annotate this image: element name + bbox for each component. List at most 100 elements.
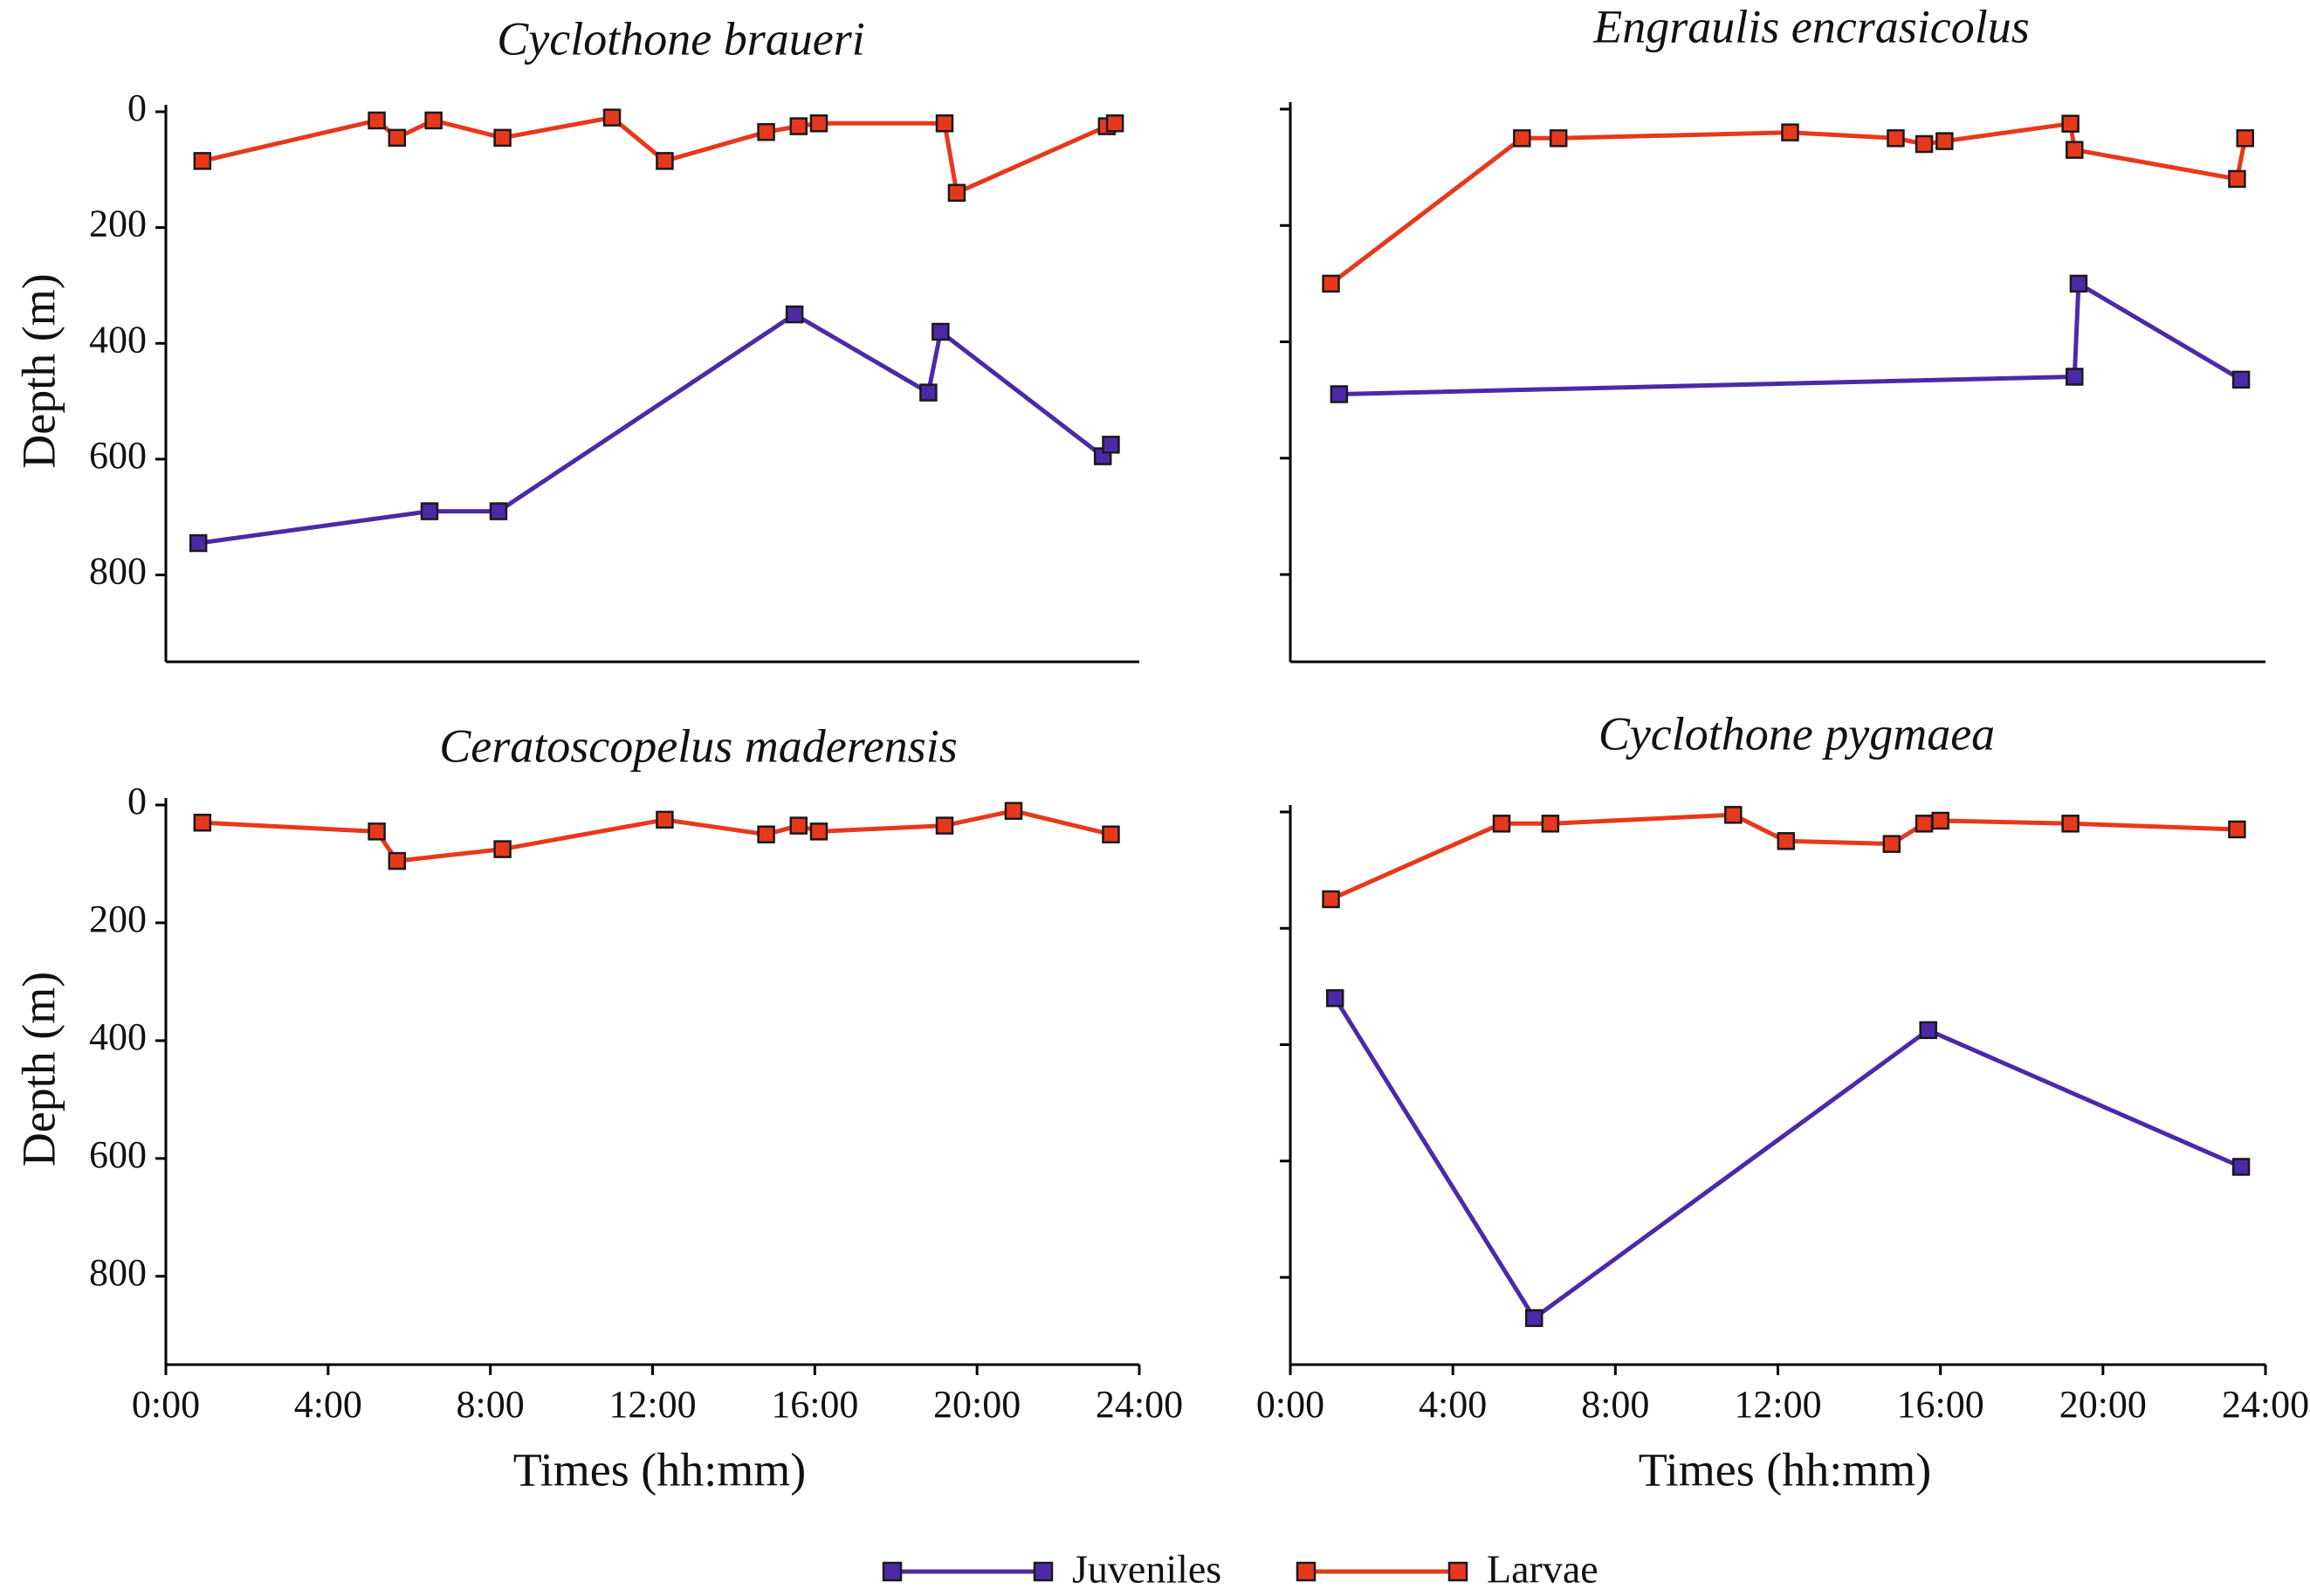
data-point-larvae — [1513, 129, 1531, 148]
series-juveniles — [1325, 988, 2251, 1327]
data-point-larvae — [1322, 274, 1340, 293]
data-point-larvae — [789, 117, 808, 135]
panel-title: Cyclothone braueri — [497, 12, 864, 65]
data-point-larvae — [1102, 825, 1120, 843]
data-point-larvae — [2228, 820, 2246, 839]
data-point-juveniles — [2231, 370, 2251, 389]
panel-title: Ceratoscopelus maderensis — [439, 719, 957, 772]
data-point-larvae — [493, 840, 512, 858]
data-point-larvae — [656, 810, 674, 829]
data-point-larvae — [1882, 835, 1901, 853]
data-point-larvae — [809, 822, 828, 841]
y-tick-label: 400 — [89, 318, 147, 361]
data-point-juveniles — [1102, 436, 1120, 454]
legend-marker — [1033, 1561, 1054, 1582]
data-point-larvae — [809, 114, 828, 133]
data-point-larvae — [193, 152, 212, 170]
data-point-larvae — [2061, 815, 2080, 833]
data-point-larvae — [1541, 815, 1560, 833]
data-point-larvae — [493, 128, 512, 148]
panel-1: Cyclothone braueri 0 200 400 600 800 Depth (m) — [12, 12, 1139, 664]
series-larvae — [193, 801, 1120, 870]
data-point-juveniles — [2069, 274, 2088, 293]
data-point-larvae — [1935, 132, 1954, 150]
data-point-larvae — [1781, 123, 1799, 141]
x-tick-label: 24:00 — [2222, 1383, 2309, 1426]
x-tick-label: 16:00 — [1897, 1383, 1984, 1426]
data-point-larvae — [2228, 169, 2246, 189]
data-point-larvae — [947, 183, 966, 203]
y-tick-label: 200 — [89, 203, 147, 245]
series-juveniles — [1330, 274, 2251, 403]
series-line — [1333, 996, 2243, 1321]
y-tick-label: 400 — [89, 1015, 147, 1058]
data-point-larvae — [757, 122, 775, 141]
x-tick-label: 16:00 — [771, 1383, 858, 1426]
data-point-juveniles — [1919, 1021, 1937, 1040]
data-point-larvae — [1887, 129, 1905, 148]
data-point-juveniles — [420, 502, 439, 520]
panel-title: Engraulis encrasicolus — [1592, 0, 2029, 52]
legend-marker — [1447, 1561, 1468, 1582]
data-point-juveniles — [2066, 368, 2084, 386]
series-line — [1329, 121, 2248, 285]
data-point-larvae — [1915, 815, 1934, 833]
x-tick-label: 24:00 — [1096, 1383, 1183, 1426]
x-tick-label: 8:00 — [1581, 1383, 1649, 1426]
data-point-larvae — [656, 152, 674, 170]
data-point-larvae — [368, 822, 386, 841]
panel-3: Ceratoscopelus maderensis 0 200 400 600 800 0:… — [12, 719, 1183, 1496]
legend-marker — [1296, 1561, 1317, 1582]
data-point-larvae — [1549, 129, 1568, 148]
panel-2: Engraulis encrasicolus — [1280, 0, 2265, 664]
data-point-larvae — [1492, 815, 1511, 833]
series-juveniles — [189, 305, 1120, 553]
y-axis-title: Depth (m) — [12, 972, 65, 1166]
data-point-larvae — [2061, 114, 2080, 133]
series-larvae — [1322, 114, 2254, 293]
data-point-larvae — [2066, 141, 2084, 159]
data-point-juveniles — [1330, 385, 1349, 403]
x-tick-label: 12:00 — [608, 1383, 696, 1426]
data-point-juveniles — [1325, 988, 1344, 1008]
data-point-juveniles — [919, 383, 938, 402]
legend-marker — [882, 1561, 903, 1582]
data-point-larvae — [388, 128, 407, 148]
y-tick-label: 0 — [127, 86, 147, 129]
series-larvae — [193, 108, 1124, 203]
series-line — [1338, 281, 2243, 396]
data-point-juveniles — [932, 322, 950, 341]
x-tick-label: 4:00 — [1419, 1383, 1487, 1426]
data-point-larvae — [1724, 806, 1743, 824]
data-point-juveniles — [489, 502, 508, 520]
y-tick-label: 800 — [89, 1251, 147, 1294]
series-line — [1330, 812, 2238, 902]
data-point-juveniles — [2231, 1158, 2251, 1176]
series-larvae — [1322, 806, 2246, 909]
y-tick-label: 600 — [89, 434, 147, 477]
data-point-larvae — [602, 108, 622, 127]
legend-label: Larvae — [1487, 1547, 1598, 1592]
data-point-juveniles — [1525, 1309, 1543, 1327]
x-tick-label: 4:00 — [294, 1383, 362, 1426]
data-point-larvae — [1105, 114, 1124, 133]
data-point-larvae — [935, 114, 954, 133]
data-point-larvae — [1931, 811, 1949, 830]
y-tick-label: 800 — [89, 550, 147, 593]
y-tick-label: 200 — [89, 898, 147, 940]
y-tick-label: 0 — [127, 780, 147, 822]
data-point-larvae — [2236, 129, 2254, 148]
series-line — [197, 312, 1113, 546]
data-point-larvae — [1777, 832, 1796, 850]
x-tick-label: 0:00 — [132, 1383, 200, 1426]
x-axis-title: Times (hh:mm) — [513, 1443, 807, 1496]
data-point-larvae — [368, 111, 386, 130]
data-point-larvae — [1915, 134, 1934, 154]
data-point-larvae — [193, 813, 212, 832]
legend-item-juveniles: Juveniles — [882, 1547, 1221, 1592]
data-point-larvae — [1004, 801, 1023, 820]
x-tick-label: 0:00 — [1256, 1383, 1324, 1426]
panel-4: Cyclothone pygmaea 0:00 4:00 8:00 12:00 16:00… — [1256, 707, 2309, 1496]
x-tick-label: 12:00 — [1734, 1383, 1821, 1426]
